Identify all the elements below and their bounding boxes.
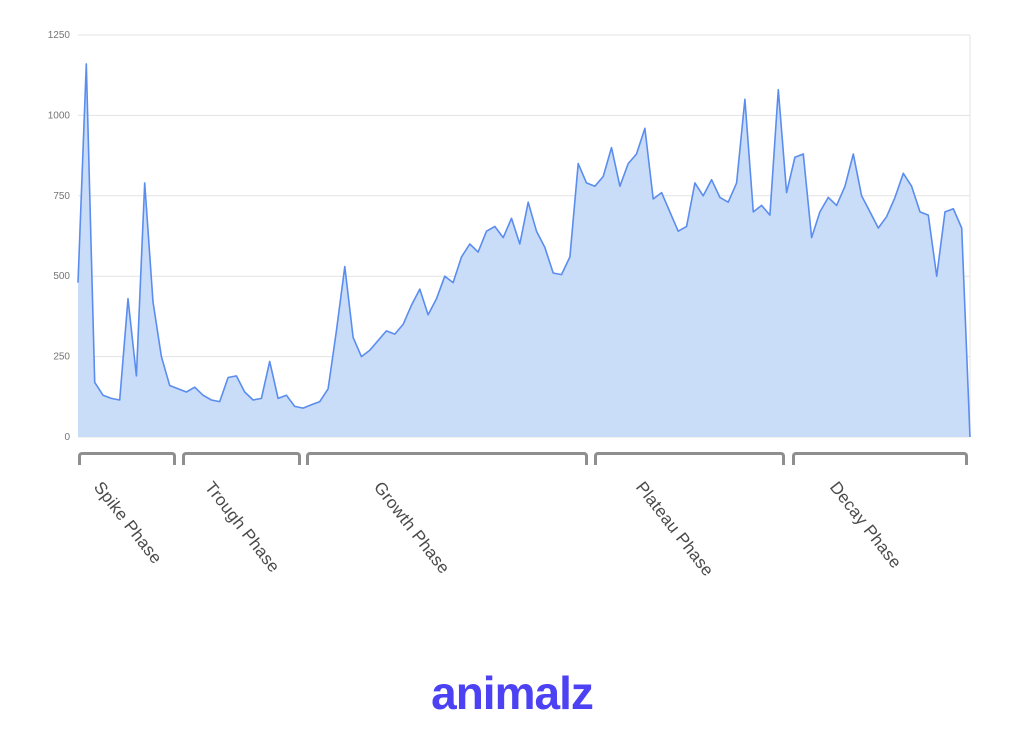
phase-bracket-growth-phase bbox=[306, 452, 589, 465]
chart-canvas: 0 250 500 750 1000 1250 bbox=[48, 30, 971, 443]
phase-label-growth-phase: Growth Phase bbox=[370, 478, 454, 578]
y-axis-tick-label: 1250 bbox=[48, 30, 71, 41]
animalz-logo: animalz bbox=[431, 667, 594, 719]
traffic-line bbox=[77, 63, 971, 438]
phase-bracket-trough-phase bbox=[182, 452, 301, 465]
phase-label-spike-phase: Spike Phase bbox=[90, 478, 167, 568]
y-axis-tick-label: 1000 bbox=[48, 110, 71, 121]
traffic-area-fill bbox=[78, 63, 970, 438]
phase-label-decay-phase: Decay Phase bbox=[826, 478, 906, 572]
y-axis-tick-label: 250 bbox=[53, 352, 70, 363]
phase-bracket-spike-phase bbox=[78, 452, 177, 465]
y-axis-tick-label: 0 bbox=[64, 432, 70, 443]
y-axis-tick-label: 750 bbox=[53, 191, 70, 202]
phase-brackets: Spike Phase Trough Phase Growth Phase Plate… bbox=[0, 452, 1024, 682]
phase-label-trough-phase: Trough Phase bbox=[200, 478, 284, 577]
phase-label-plateau-phase: Plateau Phase bbox=[632, 478, 718, 580]
y-axis-tick-label: 500 bbox=[53, 271, 70, 282]
phase-bracket-decay-phase bbox=[791, 452, 969, 465]
phase-bracket-plateau-phase bbox=[593, 452, 786, 465]
